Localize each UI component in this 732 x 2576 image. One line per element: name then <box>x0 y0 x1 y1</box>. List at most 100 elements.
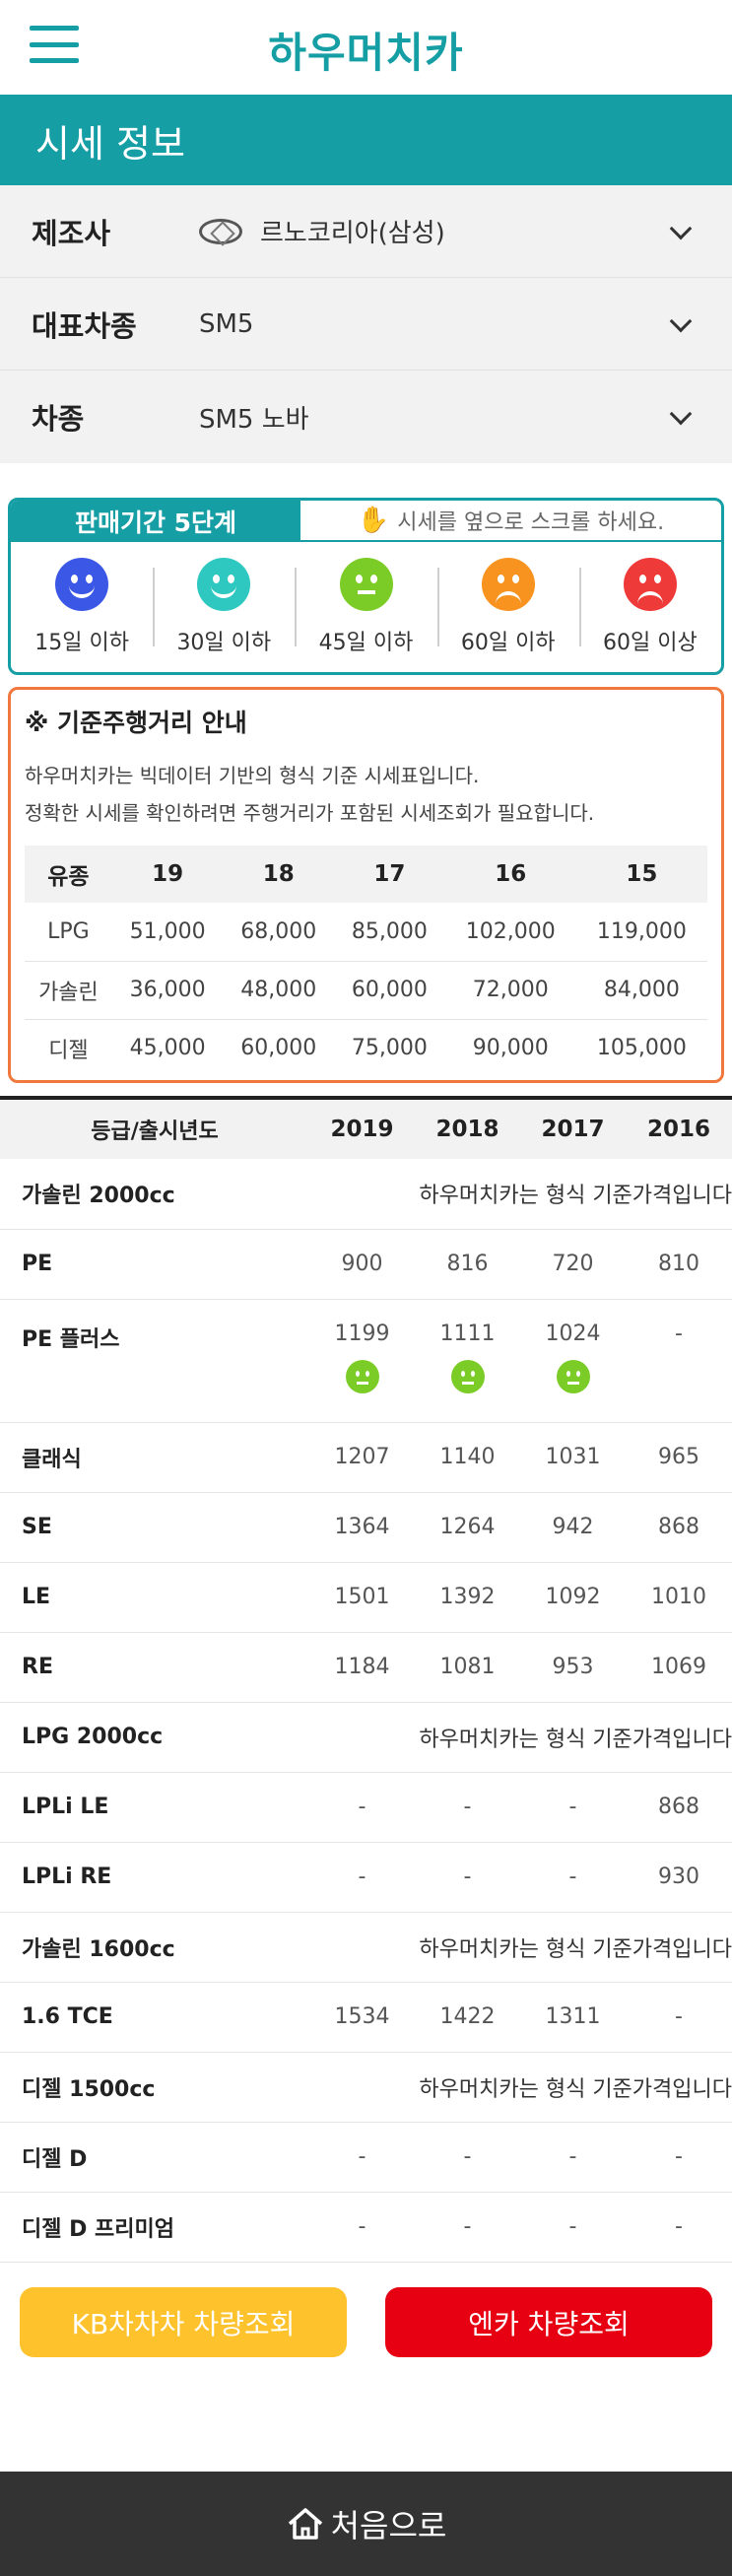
price-value: 1422 <box>439 2004 496 2029</box>
price-value: - <box>568 2214 577 2239</box>
very-happy-face-icon <box>55 558 109 611</box>
engine-group-row: 가솔린 2000cc 하우머치카는 형식 기준가격입니다 <box>0 1159 732 1230</box>
price-cell: - <box>520 1842 626 1913</box>
trim-name: 클래식 <box>0 1422 309 1493</box>
price-cell: 1024 <box>520 1299 626 1423</box>
price-cell: 810 <box>626 1229 732 1300</box>
price-value: 868 <box>658 1515 699 1539</box>
engine-group-row: 디젤 1500cc 하우머치카는 형식 기준가격입니다 <box>0 2052 732 2123</box>
mileage-cell: 60,000 <box>334 961 445 1020</box>
price-cell: - <box>626 2192 732 2263</box>
price-value: 1081 <box>439 1655 496 1679</box>
price-row: 1.6 TCE 1534 1422 1311 - <box>0 1982 732 2053</box>
encar-button[interactable]: 엔카 차량조회 <box>385 2287 712 2357</box>
price-value: 1092 <box>545 1585 601 1609</box>
hamburger-icon[interactable] <box>30 26 79 63</box>
price-row: PE 플러스 1199 1111 1024 - <box>0 1299 732 1423</box>
price-value: 1031 <box>545 1445 601 1469</box>
price-value: 816 <box>446 1252 489 1276</box>
price-cell: 900 <box>309 1229 415 1300</box>
stage-45-days: 45일 이하 <box>295 558 436 656</box>
price-value: 1199 <box>334 1321 390 1346</box>
price-value: - <box>675 2004 683 2029</box>
neutral-face-icon <box>345 1359 379 1393</box>
price-cell: - <box>626 2122 732 2193</box>
angry-face-icon <box>623 558 677 611</box>
manufacturer-select[interactable]: 제조사 르노코리아(삼성) <box>0 185 732 278</box>
stage-label: 30일 이하 <box>176 631 272 655</box>
price-value: 930 <box>658 1864 699 1889</box>
price-cell: - <box>415 2122 520 2193</box>
price-cell: 1069 <box>626 1632 732 1703</box>
price-value: 953 <box>552 1655 594 1679</box>
price-cell: 942 <box>520 1492 626 1563</box>
price-value: 1010 <box>651 1585 706 1609</box>
price-cell: - <box>520 2192 626 2263</box>
kb-chachacha-button[interactable]: KB차차차 차량조회 <box>20 2287 347 2357</box>
stage-over-60-days: 60일 이상 <box>578 558 721 656</box>
sale-period-panel: 판매기간 5단계 ✋ 시세를 옆으로 스크롤 하세요. 15일 이하 30일 이… <box>8 498 724 675</box>
mileage-cell: 72,000 <box>444 961 576 1020</box>
manufacturer-value-wrap: 르노코리아(삼성) <box>167 213 732 249</box>
trim-name: 가솔린 1600cc <box>0 1912 309 1983</box>
mileage-table-row: 가솔린 36,000 48,000 60,000 72,000 84,000 <box>25 961 707 1020</box>
price-cell: 1092 <box>520 1562 626 1633</box>
guide-title: ※ 기준주행거리 안내 <box>25 709 247 737</box>
scroll-hint-text: 시세를 옆으로 스크롤 하세요. <box>397 510 665 535</box>
price-value: - <box>358 2144 366 2169</box>
price-row: SE 1364 1264 942 868 <box>0 1492 732 1563</box>
mileage-cell: 60,000 <box>240 1036 317 1061</box>
price-cell: - <box>626 1982 732 2053</box>
sale-period-tab: 판매기간 5단계 <box>11 501 300 542</box>
trim-name: SE <box>0 1492 309 1563</box>
trim-name: LPLi LE <box>0 1772 309 1843</box>
stage-60-days: 60일 이하 <box>436 558 579 656</box>
sale-period-stages: 15일 이하 30일 이하 45일 이하 60일 이하 60일 이상 <box>11 558 721 656</box>
price-row: RE 1184 1081 953 1069 <box>0 1632 732 1703</box>
price-note: 하우머치카는 형식 기준가격입니다 <box>309 1159 732 1230</box>
model-group-select[interactable]: 대표차종 SM5 <box>0 278 732 371</box>
price-row: LE 1501 1392 1092 1010 <box>0 1562 732 1633</box>
price-value: - <box>568 2144 577 2169</box>
price-value: - <box>463 1795 472 1819</box>
sad-face-icon <box>481 558 535 611</box>
price-cell: 1111 <box>415 1299 520 1423</box>
home-footer-button[interactable]: 처음으로 <box>0 2472 732 2576</box>
fuel-type-cell: LPG <box>25 903 112 962</box>
engine-group-row: LPG 2000cc 하우머치카는 형식 기준가격입니다 <box>0 1702 732 1773</box>
price-cell: 1199 <box>309 1299 415 1423</box>
price-cell: 1031 <box>520 1422 626 1493</box>
price-cell: - <box>415 1842 520 1913</box>
price-cell: - <box>309 2122 415 2193</box>
price-cell: 1140 <box>415 1422 520 1493</box>
price-cell: 1422 <box>415 1982 520 2053</box>
price-cell: 816 <box>415 1229 520 1300</box>
model-value: SM5 노바 <box>199 404 309 435</box>
column-header: 2019 <box>309 1100 415 1159</box>
site-logo[interactable]: 하우머치카 <box>268 29 464 77</box>
price-value: 1111 <box>439 1321 496 1346</box>
column-header: 2018 <box>415 1100 520 1159</box>
price-table-wrap[interactable]: 등급/출시년도 2019 2018 2017 2016 가솔린 2000cc 하우… <box>0 1096 732 2263</box>
price-cell: - <box>626 1299 732 1423</box>
model-select[interactable]: 차종 SM5 노바 <box>0 371 732 463</box>
price-cell: 1081 <box>415 1632 520 1703</box>
scroll-hint: ✋ 시세를 옆으로 스크롤 하세요. <box>300 501 721 542</box>
column-header: 19 <box>111 846 224 903</box>
price-row: PE 900 816 720 810 <box>0 1229 732 1300</box>
stage-15-days: 15일 이하 <box>11 558 153 656</box>
hand-swipe-icon: ✋ <box>357 506 390 535</box>
price-value: 1024 <box>545 1321 601 1346</box>
home-icon <box>288 2508 322 2540</box>
column-header: 등급/출시년도 <box>0 1100 309 1159</box>
mileage-table-row: LPG 51,000 68,000 85,000 102,000 119,000 <box>25 903 707 962</box>
mileage-cell: 51,000 <box>111 903 224 962</box>
column-header: 18 <box>223 846 335 903</box>
price-cell: - <box>415 1772 520 1843</box>
price-cell: 1534 <box>309 1982 415 2053</box>
stage-label: 60일 이상 <box>603 631 698 655</box>
price-cell: - <box>520 2122 626 2193</box>
price-row: LPLi RE - - - 930 <box>0 1842 732 1913</box>
price-row: 클래식 1207 1140 1031 965 <box>0 1422 732 1493</box>
mileage-cell: 105,000 <box>596 1036 687 1061</box>
